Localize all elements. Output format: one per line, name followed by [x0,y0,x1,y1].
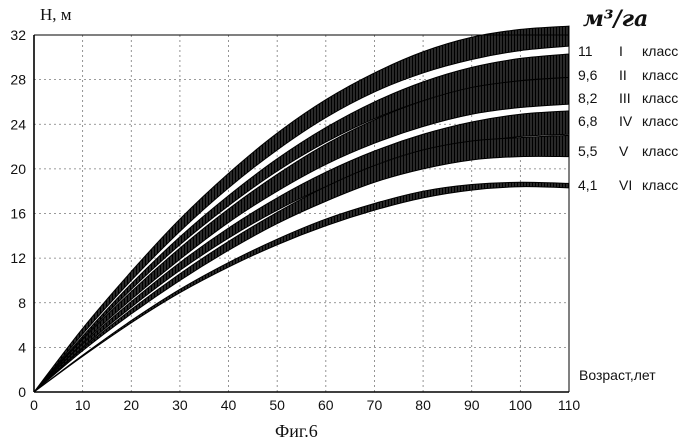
legend-value: 8,2 [578,90,598,106]
figure-caption: Фиг.6 [275,421,318,441]
x-tick-label: 20 [123,397,139,413]
y-tick-label: 28 [10,72,26,88]
legend-class: III [619,90,631,106]
legend-class: II [619,67,627,83]
x-tick-label: 60 [318,397,334,413]
legend-value: 11 [578,43,593,59]
y-tick-labels: 0 4 8 12 16 20 24 28 32 [10,27,26,400]
x-tick-label: 40 [221,397,237,413]
y-tick-label: 8 [18,295,26,311]
legend-value: 4,1 [578,177,598,193]
y-tick-label: 32 [10,27,26,43]
x-tick-label: 80 [415,397,431,413]
y-axis-title: Н, м [40,5,72,24]
legend-word: класс [642,143,678,159]
x-tick-label: 100 [509,397,533,413]
x-tick-label: 10 [75,397,91,413]
x-axis-title: Возраст,лет [579,367,656,383]
legend-class: VI [619,177,632,193]
legend-class: I [619,43,623,59]
x-tick-label: 0 [30,397,38,413]
legend-class: V [619,143,629,159]
y-tick-label: 20 [10,161,26,177]
y-tick-label: 12 [10,250,26,266]
chart: 0 10 20 30 40 50 60 70 80 90 100 110 0 4 8 12 16 20 24 28 3… [0,0,699,448]
y-tick-label: 4 [18,339,26,355]
y-tick-label: 0 [18,384,26,400]
x-tick-labels: 0 10 20 30 40 50 60 70 80 90 100 110 [30,397,580,413]
x-tick-label: 70 [367,397,383,413]
legend-word: класс [642,67,678,83]
legend: 11 Iкласс 9,6 II класс 8,2 III класс 6,8 IV класс 5… [578,43,678,193]
x-tick-label: 90 [464,397,480,413]
legend-word: класс [642,113,678,129]
y-tick-label: 16 [10,206,26,222]
legend-value: 9,6 [578,67,598,83]
legend-value: 6,8 [578,113,598,129]
y-tick-label: 24 [10,116,26,132]
legend-word: класс [642,43,678,59]
legend-word: класс [642,177,678,193]
bands [34,26,569,392]
unit-label: м³/га [583,6,648,32]
x-tick-label: 50 [269,397,285,413]
x-tick-label: 30 [172,397,188,413]
legend-value: 5,5 [578,143,598,159]
legend-word: класс [642,90,678,106]
legend-class: IV [619,113,633,129]
x-tick-label: 110 [558,397,581,413]
